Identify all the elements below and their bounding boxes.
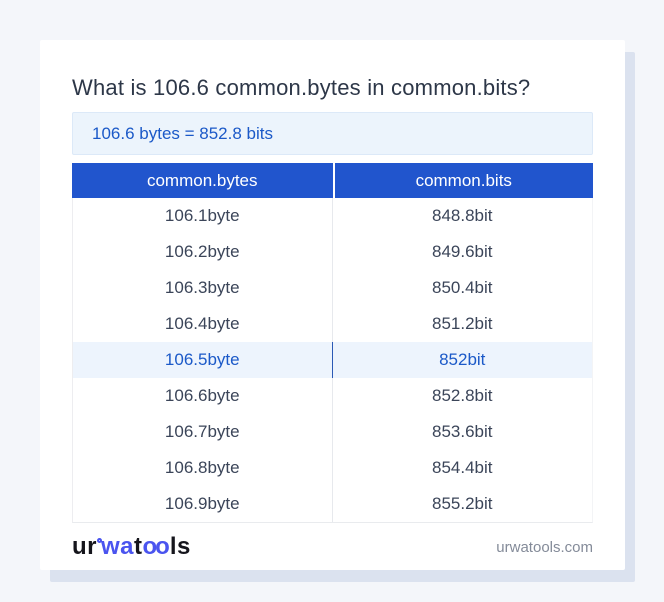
bits-cell: 851.2bit bbox=[432, 314, 493, 333]
logo-ring-icon bbox=[97, 538, 102, 543]
logo-text-ur: ur bbox=[72, 533, 97, 560]
bytes-cell: 106.8byte bbox=[73, 450, 333, 486]
table-row: 106.9byte 855.2bit bbox=[73, 486, 592, 522]
bits-cell[interactable]: 852bit bbox=[439, 350, 486, 369]
table-row: 106.3byte 850.4bit bbox=[73, 270, 592, 306]
table-row: 106.7byte 853.6bit bbox=[73, 414, 592, 450]
bits-cell: 852.8bit bbox=[432, 386, 493, 405]
bits-cell: 853.6bit bbox=[432, 422, 493, 441]
logo-glasses-oo: oo bbox=[142, 533, 170, 560]
table-row: 106.4byte 851.2bit bbox=[73, 306, 592, 342]
bytes-cell: 106.2byte bbox=[73, 234, 333, 270]
logo-text-ls: ls bbox=[169, 533, 191, 560]
table-header-row: common.bytes common.bits bbox=[72, 163, 593, 198]
table-row-highlighted[interactable]: 106.5byte 852bit bbox=[73, 342, 592, 378]
bits-cell: 850.4bit bbox=[432, 278, 493, 297]
table-row: 106.2byte 849.6bit bbox=[73, 234, 592, 270]
bytes-cell: 106.6byte bbox=[73, 378, 333, 414]
bytes-cell: 106.4byte bbox=[73, 306, 333, 342]
table-header-bits: common.bits bbox=[332, 163, 594, 198]
bits-cell: 849.6bit bbox=[432, 242, 493, 261]
conversion-result-text: 106.6 bytes = 852.8 bits bbox=[92, 123, 273, 143]
table-header-bytes: common.bytes bbox=[146, 170, 258, 190]
bytes-cell[interactable]: 106.5byte bbox=[73, 342, 333, 378]
table-row: 106.6byte 852.8bit bbox=[73, 378, 592, 414]
table-body: 106.1byte 848.8bit 106.2byte 849.6bit 10… bbox=[72, 198, 593, 523]
bytes-cell: 106.1byte bbox=[73, 198, 333, 234]
bytes-cell: 106.3byte bbox=[73, 270, 333, 306]
logo-text-wa: wa bbox=[101, 533, 135, 560]
page-title: What is 106.6 common.bytes in common.bit… bbox=[72, 75, 531, 100]
card-footer: ur watools urwatools.com bbox=[72, 524, 593, 570]
table-row: 106.1byte 848.8bit bbox=[73, 198, 592, 234]
logo-text-t: t bbox=[134, 533, 143, 560]
converter-card: What is 106.6 common.bytes in common.bit… bbox=[40, 40, 625, 570]
table-row: 106.8byte 854.4bit bbox=[73, 450, 592, 486]
bits-cell: 848.8bit bbox=[432, 206, 493, 225]
conversion-table: common.bytes common.bits 106.1byte 848.8… bbox=[72, 163, 593, 523]
bits-cell: 854.4bit bbox=[432, 458, 493, 477]
urwatools-logo[interactable]: ur watools bbox=[72, 535, 191, 559]
conversion-result-box: 106.6 bytes = 852.8 bits bbox=[72, 112, 593, 155]
site-domain-text: urwatools.com bbox=[496, 538, 593, 556]
bytes-cell: 106.7byte bbox=[73, 414, 333, 450]
bytes-cell: 106.9byte bbox=[73, 486, 333, 522]
bits-cell: 855.2bit bbox=[432, 494, 493, 513]
